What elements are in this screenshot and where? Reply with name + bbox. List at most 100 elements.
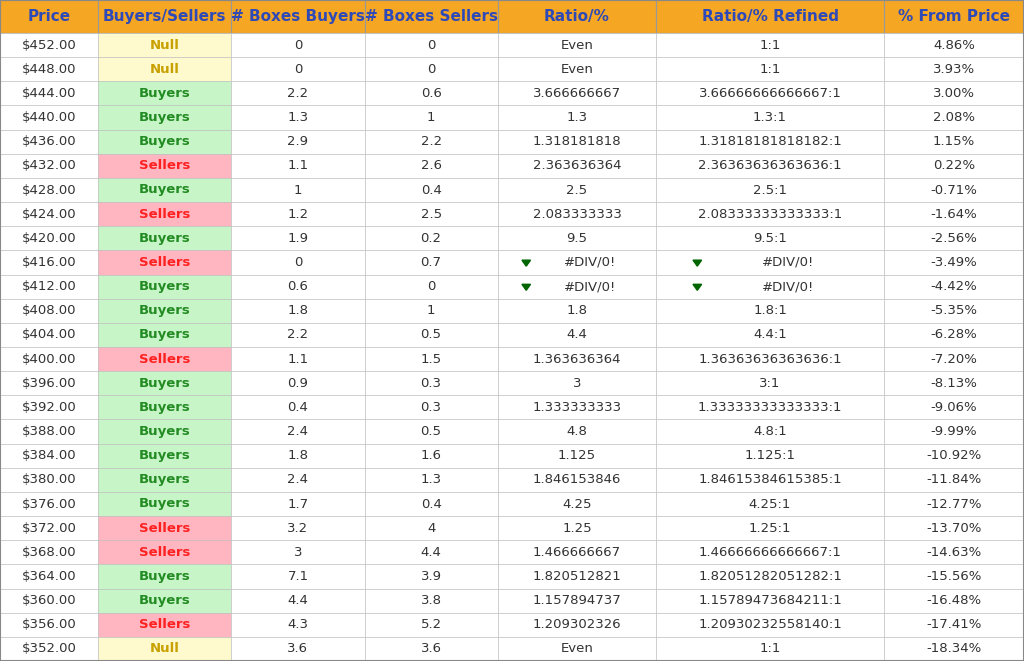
Text: $376.00: $376.00 bbox=[22, 498, 77, 510]
Polygon shape bbox=[522, 260, 530, 266]
Bar bbox=[365, 0, 498, 33]
Bar bbox=[231, 492, 365, 516]
Text: 0.22%: 0.22% bbox=[933, 159, 975, 173]
Text: $352.00: $352.00 bbox=[22, 642, 77, 656]
Bar bbox=[656, 33, 884, 57]
Bar bbox=[231, 468, 365, 492]
Text: 1.846153846: 1.846153846 bbox=[532, 473, 622, 486]
Text: 4.25: 4.25 bbox=[562, 498, 592, 510]
Text: 0: 0 bbox=[427, 63, 435, 76]
Text: 0.4: 0.4 bbox=[421, 184, 441, 196]
Bar bbox=[656, 299, 884, 323]
Text: 1.46666666666667:1: 1.46666666666667:1 bbox=[698, 546, 842, 559]
Bar bbox=[98, 226, 231, 251]
Text: Sellers: Sellers bbox=[139, 159, 190, 173]
Text: 2.08333333333333:1: 2.08333333333333:1 bbox=[698, 208, 842, 221]
Bar bbox=[365, 106, 498, 130]
Text: -6.28%: -6.28% bbox=[931, 329, 977, 342]
Bar bbox=[365, 299, 498, 323]
Text: 4.8: 4.8 bbox=[566, 425, 588, 438]
Text: Buyers: Buyers bbox=[139, 425, 190, 438]
Bar bbox=[0, 33, 98, 57]
Bar bbox=[365, 347, 498, 371]
Text: 1.1: 1.1 bbox=[288, 352, 308, 366]
Text: 1.84615384615385:1: 1.84615384615385:1 bbox=[698, 473, 842, 486]
Text: 0.5: 0.5 bbox=[421, 425, 441, 438]
Bar bbox=[365, 371, 498, 395]
Bar bbox=[498, 444, 656, 468]
Text: $400.00: $400.00 bbox=[22, 352, 77, 366]
Bar bbox=[884, 564, 1024, 588]
Text: $416.00: $416.00 bbox=[22, 256, 77, 269]
Text: 1.25:1: 1.25:1 bbox=[749, 522, 792, 535]
Bar bbox=[98, 106, 231, 130]
Bar bbox=[0, 492, 98, 516]
Text: $360.00: $360.00 bbox=[22, 594, 77, 607]
Text: 1:1: 1:1 bbox=[760, 63, 780, 76]
Bar bbox=[884, 57, 1024, 81]
Text: 3.666666667: 3.666666667 bbox=[532, 87, 622, 100]
Text: $412.00: $412.00 bbox=[22, 280, 77, 293]
Bar bbox=[231, 57, 365, 81]
Bar bbox=[231, 274, 365, 299]
Bar bbox=[365, 154, 498, 178]
Text: 1.3:1: 1.3:1 bbox=[753, 111, 787, 124]
Text: -5.35%: -5.35% bbox=[931, 304, 977, 317]
Text: -17.41%: -17.41% bbox=[926, 618, 982, 631]
Text: Sellers: Sellers bbox=[139, 618, 190, 631]
Text: $356.00: $356.00 bbox=[22, 618, 77, 631]
Bar bbox=[365, 81, 498, 106]
Bar bbox=[231, 130, 365, 154]
Text: Buyers: Buyers bbox=[139, 377, 190, 390]
Text: 2.4: 2.4 bbox=[288, 425, 308, 438]
Text: 5.2: 5.2 bbox=[421, 618, 441, 631]
Text: 0.5: 0.5 bbox=[421, 329, 441, 342]
Text: 4.4: 4.4 bbox=[421, 546, 441, 559]
Text: -11.84%: -11.84% bbox=[927, 473, 981, 486]
Text: 3.8: 3.8 bbox=[421, 594, 441, 607]
Bar bbox=[884, 81, 1024, 106]
Bar bbox=[0, 130, 98, 154]
Text: Buyers: Buyers bbox=[139, 570, 190, 583]
Bar bbox=[0, 299, 98, 323]
Bar bbox=[0, 516, 98, 540]
Bar bbox=[498, 516, 656, 540]
Bar bbox=[884, 274, 1024, 299]
Text: 7.1: 7.1 bbox=[288, 570, 308, 583]
Text: 1.820512821: 1.820512821 bbox=[532, 570, 622, 583]
Bar bbox=[98, 178, 231, 202]
Bar bbox=[656, 613, 884, 637]
Bar bbox=[0, 371, 98, 395]
Text: 3.6: 3.6 bbox=[421, 642, 441, 656]
Bar bbox=[884, 130, 1024, 154]
Text: 0.2: 0.2 bbox=[421, 232, 441, 245]
Bar bbox=[498, 564, 656, 588]
Bar bbox=[656, 540, 884, 564]
Bar bbox=[365, 637, 498, 661]
Bar bbox=[98, 492, 231, 516]
Bar bbox=[98, 371, 231, 395]
Bar bbox=[98, 323, 231, 347]
Bar bbox=[656, 81, 884, 106]
Bar bbox=[0, 420, 98, 444]
Bar bbox=[884, 371, 1024, 395]
Text: 2.5: 2.5 bbox=[566, 184, 588, 196]
Bar bbox=[365, 33, 498, 57]
Bar bbox=[656, 420, 884, 444]
Bar bbox=[231, 371, 365, 395]
Text: 3.00%: 3.00% bbox=[933, 87, 975, 100]
Text: 0.3: 0.3 bbox=[421, 401, 441, 414]
Bar bbox=[884, 251, 1024, 274]
Bar bbox=[498, 154, 656, 178]
Bar bbox=[498, 395, 656, 420]
Text: 2.2: 2.2 bbox=[288, 87, 308, 100]
Text: 4.4:1: 4.4:1 bbox=[754, 329, 786, 342]
Bar bbox=[231, 613, 365, 637]
Text: Buyers: Buyers bbox=[139, 136, 190, 148]
Bar bbox=[98, 347, 231, 371]
Text: # Boxes Buyers: # Boxes Buyers bbox=[231, 9, 365, 24]
Bar bbox=[498, 226, 656, 251]
Bar bbox=[884, 33, 1024, 57]
Polygon shape bbox=[693, 260, 701, 266]
Text: -18.34%: -18.34% bbox=[927, 642, 981, 656]
